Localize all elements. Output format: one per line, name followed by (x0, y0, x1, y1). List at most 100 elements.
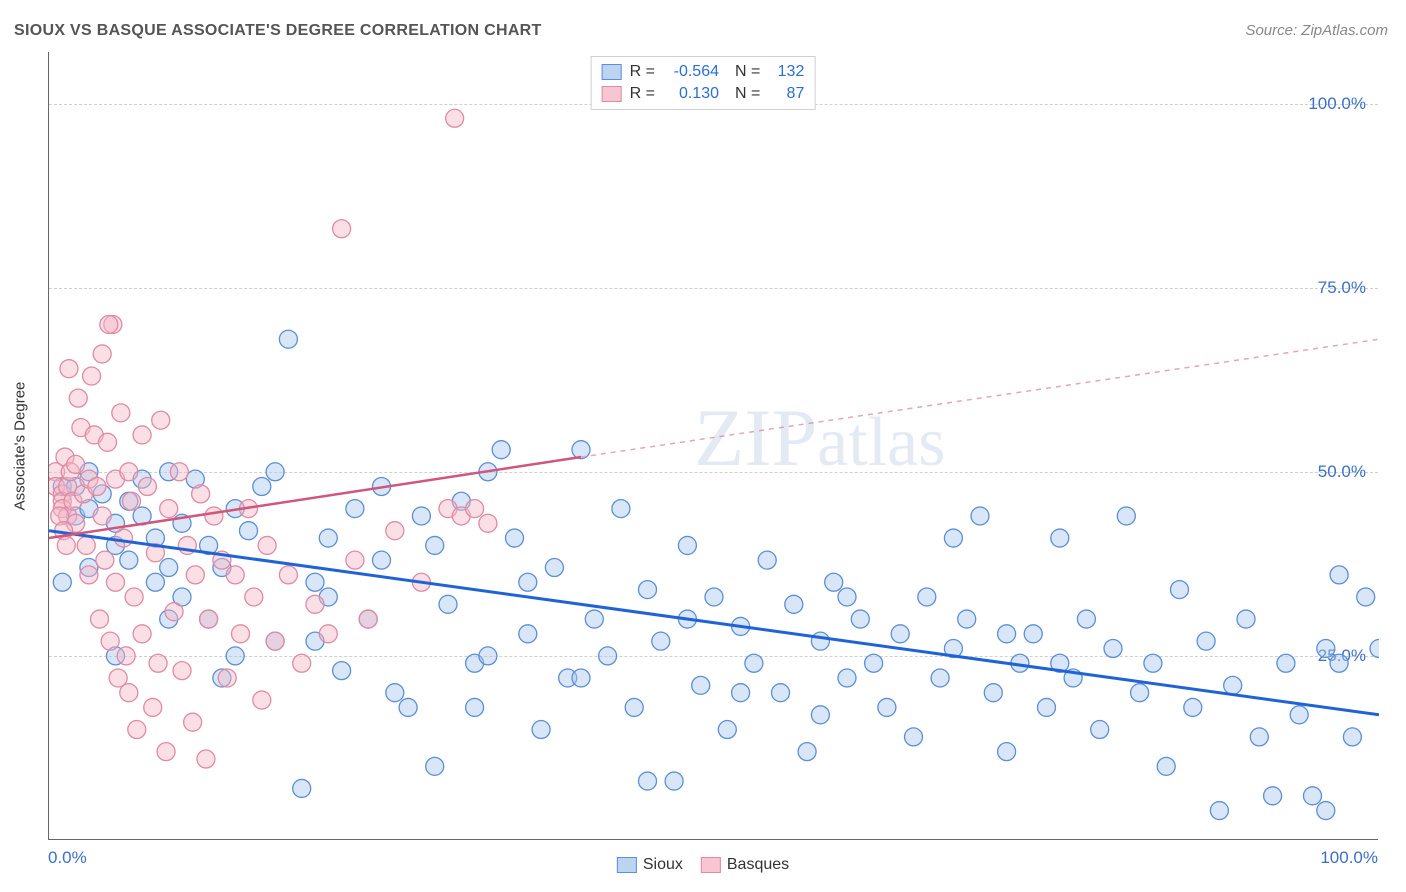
data-point (266, 632, 284, 650)
legend-swatch (701, 857, 721, 873)
data-point (705, 588, 723, 606)
correlation-legend: R =-0.564N =132R =0.130N =87 (591, 56, 816, 110)
data-point (1237, 610, 1255, 628)
data-point (386, 522, 404, 540)
data-point (718, 721, 736, 739)
data-point (197, 750, 215, 768)
data-point (240, 522, 258, 540)
data-point (146, 573, 164, 591)
data-point (200, 610, 218, 628)
data-point (732, 684, 750, 702)
data-point (160, 559, 178, 577)
data-point (1290, 706, 1308, 724)
data-point (944, 529, 962, 547)
data-point (878, 698, 896, 716)
data-point (125, 588, 143, 606)
data-point (293, 654, 311, 672)
data-point (918, 588, 936, 606)
data-point (258, 536, 276, 554)
data-point (346, 551, 364, 569)
legend-r-label: R = (630, 83, 655, 105)
data-point (652, 632, 670, 650)
data-point (426, 757, 444, 775)
data-point (599, 647, 617, 665)
data-point (399, 698, 417, 716)
data-point (157, 743, 175, 761)
data-point (446, 109, 464, 127)
data-point (120, 684, 138, 702)
data-point (905, 728, 923, 746)
data-point (112, 404, 130, 422)
data-point (226, 647, 244, 665)
data-point (93, 345, 111, 363)
data-point (665, 772, 683, 790)
source-label: Source: ZipAtlas.com (1245, 22, 1388, 39)
data-point (253, 691, 271, 709)
data-point (1051, 529, 1069, 547)
data-point (506, 529, 524, 547)
data-point (80, 566, 98, 584)
data-point (545, 559, 563, 577)
data-point (173, 662, 191, 680)
data-point (572, 669, 590, 687)
data-point (1317, 640, 1335, 658)
data-point (293, 779, 311, 797)
data-point (279, 566, 297, 584)
data-point (101, 632, 119, 650)
data-point (825, 573, 843, 591)
data-point (1197, 632, 1215, 650)
data-point (93, 507, 111, 525)
data-point (218, 669, 236, 687)
data-point (811, 632, 829, 650)
legend-r-value: 0.130 (663, 83, 719, 105)
data-point (1038, 698, 1056, 716)
data-point (160, 500, 178, 518)
data-point (253, 478, 271, 496)
data-point (333, 662, 351, 680)
data-point (1171, 581, 1189, 599)
data-point (205, 507, 223, 525)
data-point (226, 566, 244, 584)
data-point (165, 603, 183, 621)
legend-swatch (602, 64, 622, 80)
data-point (1117, 507, 1135, 525)
data-point (1343, 728, 1361, 746)
data-point (1224, 676, 1242, 694)
data-point (53, 573, 71, 591)
data-point (1184, 698, 1202, 716)
data-point (1157, 757, 1175, 775)
data-point (838, 669, 856, 687)
data-point (412, 507, 430, 525)
scatter-svg (49, 52, 1379, 840)
data-point (1024, 625, 1042, 643)
data-point (96, 551, 114, 569)
data-point (152, 411, 170, 429)
legend-series-label: Basques (727, 856, 789, 874)
data-point (91, 610, 109, 628)
data-point (144, 698, 162, 716)
data-point (758, 551, 776, 569)
legend-swatch (617, 857, 637, 873)
data-point (625, 698, 643, 716)
data-point (931, 669, 949, 687)
data-point (120, 551, 138, 569)
data-point (245, 588, 263, 606)
data-point (60, 360, 78, 378)
data-point (186, 566, 204, 584)
data-point (99, 433, 117, 451)
legend-correlation-row: R =0.130N =87 (602, 83, 805, 105)
data-point (122, 492, 140, 510)
data-point (1144, 654, 1162, 672)
data-point (1304, 787, 1322, 805)
data-point (88, 478, 106, 496)
data-point (57, 536, 75, 554)
data-point (83, 367, 101, 385)
data-point (67, 455, 85, 473)
data-point (745, 654, 763, 672)
trend-line (49, 531, 1379, 715)
plot-area: ZIPatlas 25.0%50.0%75.0%100.0% (48, 52, 1378, 840)
data-point (1370, 640, 1379, 658)
data-point (466, 698, 484, 716)
x-axis-max-label: 100.0% (1320, 848, 1378, 868)
data-point (138, 478, 156, 496)
